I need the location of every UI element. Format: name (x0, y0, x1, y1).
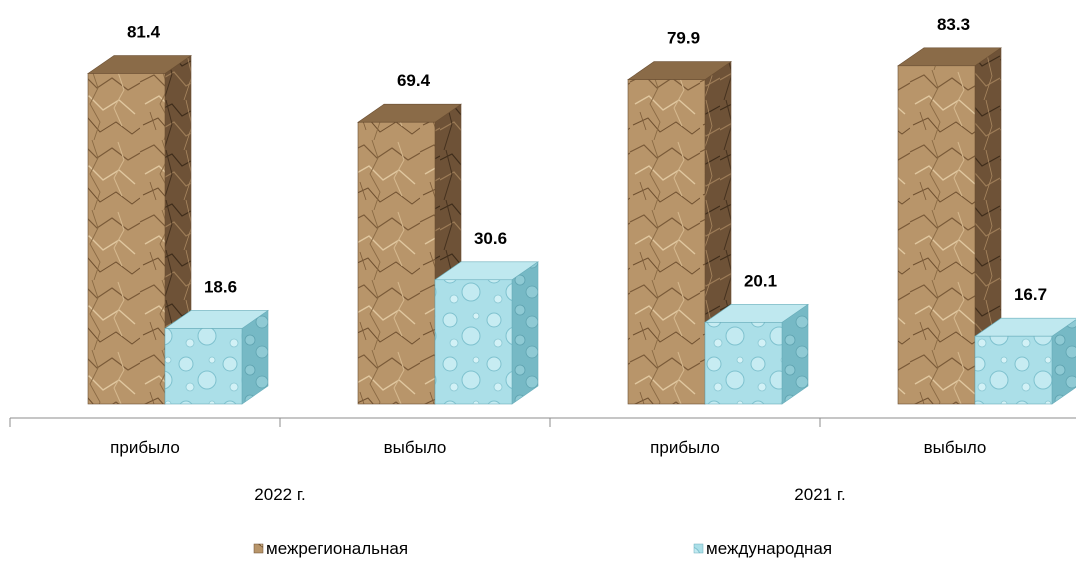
category-label: прибыло (110, 438, 180, 457)
legend-item: межрегиональная (253, 539, 408, 558)
data-label: 81.4 (127, 23, 161, 42)
data-label: 79.9 (667, 29, 700, 48)
legend-item: международная (693, 539, 832, 558)
data-label: 20.1 (744, 271, 777, 290)
data-label: 83.3 (937, 15, 970, 34)
bars-layer (87, 47, 1076, 405)
bar-front-face (164, 328, 243, 405)
data-label: 30.6 (474, 229, 507, 248)
data-label: 16.7 (1014, 285, 1047, 304)
bar-international-1 (434, 261, 539, 405)
legend: межрегиональная международная (253, 539, 832, 558)
bar-front-face (357, 121, 436, 405)
bar-interregional-3 (897, 47, 1002, 405)
category-label: выбыло (384, 438, 447, 457)
legend-swatch (253, 543, 264, 554)
labels-layer: 81.4 18.6 прибыло 69.4 30.6 выбыло 79.9 20.1 при… (110, 15, 1047, 504)
category-label: выбыло (924, 438, 987, 457)
group-label: 2021 г. (794, 485, 845, 504)
bar-front-face (897, 65, 976, 405)
bar-international-3 (974, 317, 1076, 405)
data-label: 18.6 (204, 277, 237, 296)
bar-front-face (974, 335, 1053, 405)
bar-side-face (511, 261, 539, 405)
data-label: 69.4 (397, 71, 431, 90)
legend-label: межрегиональная (266, 539, 408, 558)
bar-front-face (87, 73, 166, 405)
bar-international-0 (164, 309, 269, 405)
legend-label: международная (706, 539, 832, 558)
x-axis (9, 417, 1076, 427)
bar-front-face (627, 79, 706, 405)
category-label: прибыло (650, 438, 720, 457)
group-label: 2022 г. (254, 485, 305, 504)
bar-interregional-0 (87, 54, 192, 405)
bar-front-face (434, 279, 513, 405)
bar-front-face (704, 322, 783, 405)
bar-international-2 (704, 303, 809, 405)
legend-swatch (693, 543, 704, 554)
